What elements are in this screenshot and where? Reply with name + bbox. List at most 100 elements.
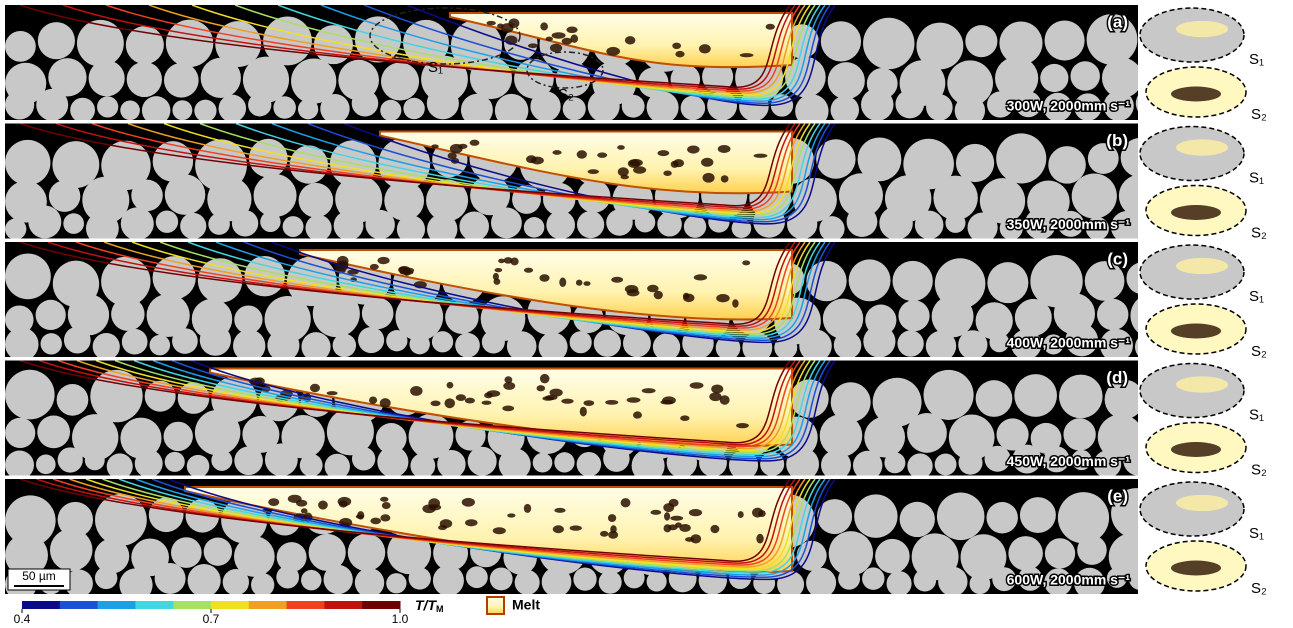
particle	[352, 90, 379, 117]
particle	[573, 568, 596, 591]
unmelted-spot	[493, 273, 499, 280]
region-label: S₁	[1249, 525, 1264, 542]
particle	[623, 329, 651, 357]
particle	[5, 31, 36, 62]
colorbar-segment	[173, 601, 211, 609]
particle	[127, 62, 162, 97]
particle	[820, 414, 863, 457]
unmelted-spot	[493, 527, 506, 534]
unmelted-spot	[658, 150, 670, 156]
unmelted-spot	[507, 513, 515, 517]
particle	[499, 448, 531, 480]
particle	[795, 94, 828, 127]
unmelted-spot	[546, 37, 553, 41]
unmelted-spot	[566, 26, 577, 33]
region-label: S₂	[1251, 580, 1267, 597]
unmelted-spot	[465, 519, 478, 526]
colorbar-segment	[211, 601, 249, 609]
particle	[907, 453, 932, 478]
unmelted-spot	[438, 525, 447, 530]
unmelted-spot	[268, 498, 279, 506]
particle	[490, 568, 513, 591]
particle	[1048, 146, 1086, 184]
unmelted-spot	[552, 32, 566, 39]
unmelted-spot	[370, 264, 379, 270]
unmelted-spot	[431, 144, 439, 148]
panel-condition: 450W, 2000mm s⁻¹	[1007, 453, 1131, 469]
particle	[831, 96, 859, 124]
unmelted-spot	[430, 401, 440, 407]
particle	[1059, 375, 1103, 419]
unmelted-spot	[627, 397, 641, 403]
particle	[377, 446, 408, 477]
unmelted-spot	[456, 394, 466, 401]
particle	[28, 205, 61, 238]
particle	[36, 89, 68, 121]
particle	[924, 370, 974, 420]
particle	[265, 443, 298, 476]
unmelted-spot	[410, 386, 422, 396]
unmelted-spot	[562, 38, 572, 45]
unmelted-spot	[583, 281, 590, 286]
unmelted-spot	[680, 415, 689, 421]
particle	[232, 210, 258, 236]
particle	[935, 454, 957, 476]
particle	[50, 529, 92, 571]
unmelted-spot	[654, 291, 663, 300]
particle	[49, 180, 80, 211]
particle	[914, 569, 937, 592]
unmelted-spot	[380, 398, 391, 408]
particle	[301, 570, 321, 590]
panel-label: (a)	[1107, 12, 1128, 31]
particle	[958, 330, 987, 359]
unmelted-spot	[577, 150, 587, 159]
particle	[900, 502, 935, 537]
unmelted-spot	[689, 509, 702, 516]
particle	[987, 262, 1028, 303]
particle	[131, 180, 163, 212]
particle	[365, 210, 394, 239]
particle	[482, 330, 505, 353]
particle	[409, 567, 431, 589]
particle	[397, 215, 425, 243]
particle	[432, 331, 453, 352]
particle	[273, 96, 296, 119]
particle	[358, 327, 384, 353]
panel-condition: 600W, 2000mm s⁻¹	[1007, 572, 1131, 588]
unmelted-spot	[377, 257, 389, 264]
particle	[588, 90, 620, 122]
particle	[155, 563, 186, 594]
particle	[403, 98, 424, 119]
particle	[122, 329, 148, 355]
unmelted-spot	[580, 407, 587, 417]
unmelted-spot	[380, 497, 388, 502]
particle	[821, 21, 861, 61]
particle	[554, 452, 574, 472]
particle	[461, 94, 493, 126]
unmelted-spot	[540, 22, 548, 30]
unmelted-spot	[552, 150, 561, 155]
particle	[594, 330, 621, 357]
scale-label: 50 µm	[22, 569, 56, 583]
particle	[333, 334, 356, 357]
particle	[1077, 535, 1107, 565]
particle	[1020, 497, 1056, 533]
unmelted-spot	[380, 514, 390, 521]
particle	[41, 333, 62, 354]
particle	[362, 297, 394, 329]
unmelted-spot	[701, 158, 713, 167]
unmelted-spot	[570, 525, 582, 530]
particle	[861, 88, 893, 120]
colorbar-segment	[362, 601, 400, 609]
colorbar-label: T/TM	[415, 597, 444, 615]
unmelted-spot	[687, 145, 699, 153]
unmelted-spot	[611, 277, 623, 283]
unmelted-spot	[559, 278, 566, 288]
region-label: S₂	[558, 86, 574, 103]
particle	[298, 99, 318, 119]
particle	[853, 451, 882, 480]
unmelted-spot	[554, 508, 565, 513]
melt-swatch	[487, 597, 504, 614]
particle	[301, 332, 330, 361]
particle	[433, 565, 464, 596]
